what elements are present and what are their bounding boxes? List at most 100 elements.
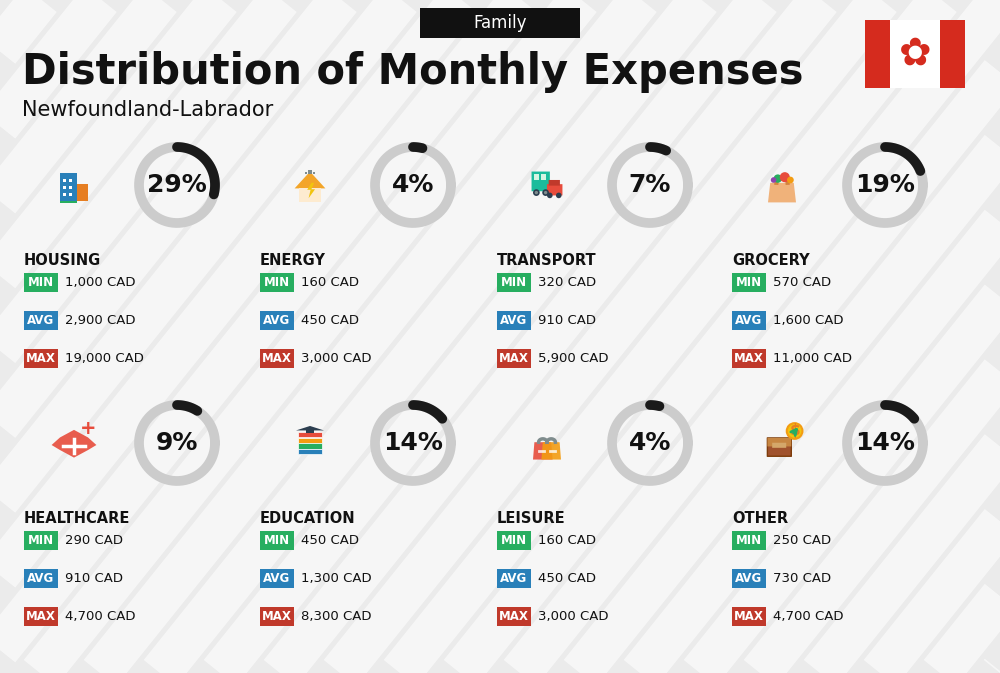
Bar [60, 201, 77, 203]
Text: 8,300 CAD: 8,300 CAD [301, 610, 372, 623]
Bar [308, 170, 312, 174]
Bar [732, 607, 766, 626]
Bar [732, 349, 766, 368]
FancyBboxPatch shape [549, 180, 560, 186]
Bar [306, 431, 314, 433]
FancyBboxPatch shape [298, 438, 322, 443]
Text: 1,300 CAD: 1,300 CAD [301, 572, 372, 585]
FancyBboxPatch shape [772, 443, 786, 448]
Text: 250 CAD: 250 CAD [773, 534, 831, 547]
Bar [260, 607, 294, 626]
Polygon shape [541, 442, 561, 460]
Text: ✿: ✿ [899, 35, 931, 73]
Text: 4,700 CAD: 4,700 CAD [773, 610, 844, 623]
Text: 2,900 CAD: 2,900 CAD [65, 314, 136, 327]
Text: AVG: AVG [500, 572, 528, 585]
FancyBboxPatch shape [532, 172, 550, 191]
Polygon shape [533, 442, 553, 460]
Text: MAX: MAX [262, 610, 292, 623]
Circle shape [547, 192, 553, 199]
Text: Distribution of Monthly Expenses: Distribution of Monthly Expenses [22, 51, 804, 93]
Text: AVG: AVG [500, 314, 528, 327]
Text: HEALTHCARE: HEALTHCARE [24, 511, 130, 526]
Bar [24, 349, 58, 368]
Circle shape [556, 192, 562, 199]
Bar [313, 172, 315, 174]
Bar [890, 20, 940, 88]
Text: GROCERY: GROCERY [732, 253, 810, 268]
Bar [63, 178, 66, 182]
Circle shape [787, 176, 794, 183]
Bar [260, 569, 294, 588]
Text: MAX: MAX [734, 610, 764, 623]
Text: 11,000 CAD: 11,000 CAD [773, 352, 852, 365]
Text: MIN: MIN [736, 276, 762, 289]
Text: ENERGY: ENERGY [260, 253, 326, 268]
Text: +: + [80, 419, 96, 437]
Text: 160 CAD: 160 CAD [301, 276, 359, 289]
Text: MIN: MIN [501, 534, 527, 547]
Text: AVG: AVG [27, 572, 55, 585]
Text: 3,000 CAD: 3,000 CAD [538, 610, 608, 623]
Text: AVG: AVG [263, 572, 291, 585]
Bar [260, 531, 294, 550]
Text: AVG: AVG [263, 314, 291, 327]
Bar [420, 8, 580, 38]
Bar [732, 569, 766, 588]
Text: 450 CAD: 450 CAD [538, 572, 596, 585]
Text: 570 CAD: 570 CAD [773, 276, 831, 289]
Bar [497, 311, 531, 330]
Bar [865, 20, 890, 88]
Bar [497, 273, 531, 292]
Bar [260, 349, 294, 368]
Polygon shape [52, 430, 96, 458]
Bar [260, 311, 294, 330]
FancyBboxPatch shape [298, 432, 322, 437]
Text: AVG: AVG [27, 314, 55, 327]
Bar [69, 192, 72, 196]
Text: HOUSING: HOUSING [24, 253, 101, 268]
Text: Family: Family [473, 14, 527, 32]
Bar [732, 273, 766, 292]
Text: EDUCATION: EDUCATION [260, 511, 356, 526]
Text: 4,700 CAD: 4,700 CAD [65, 610, 136, 623]
Text: 14%: 14% [383, 431, 443, 455]
Text: MIN: MIN [264, 276, 290, 289]
Bar [24, 311, 58, 330]
Text: Newfoundland-Labrador: Newfoundland-Labrador [22, 100, 273, 120]
Circle shape [780, 172, 790, 182]
Text: 1,000 CAD: 1,000 CAD [65, 276, 136, 289]
Circle shape [544, 191, 547, 194]
Polygon shape [768, 183, 796, 203]
Text: 290 CAD: 290 CAD [65, 534, 123, 547]
Text: 7%: 7% [629, 173, 671, 197]
Bar [497, 349, 531, 368]
Bar [69, 186, 72, 189]
Text: 19%: 19% [855, 173, 915, 197]
Text: 5,900 CAD: 5,900 CAD [538, 352, 608, 365]
Polygon shape [296, 426, 324, 431]
Text: 29%: 29% [147, 173, 207, 197]
Text: LEISURE: LEISURE [497, 511, 566, 526]
Text: 1,600 CAD: 1,600 CAD [773, 314, 844, 327]
Circle shape [542, 189, 549, 196]
Text: MIN: MIN [28, 534, 54, 547]
Bar [260, 273, 294, 292]
Bar [60, 173, 77, 201]
Bar [497, 531, 531, 550]
Polygon shape [307, 183, 315, 199]
Bar [305, 172, 307, 174]
Text: 730 CAD: 730 CAD [773, 572, 831, 585]
Polygon shape [295, 172, 325, 188]
Text: MAX: MAX [262, 352, 292, 365]
Text: 9%: 9% [156, 431, 198, 455]
Text: 19,000 CAD: 19,000 CAD [65, 352, 144, 365]
Text: AVG: AVG [735, 572, 763, 585]
Bar [940, 20, 965, 88]
Circle shape [535, 191, 538, 194]
Text: OTHER: OTHER [732, 511, 788, 526]
Text: 4%: 4% [629, 431, 671, 455]
Text: MIN: MIN [28, 276, 54, 289]
Text: AVG: AVG [735, 314, 763, 327]
Text: MAX: MAX [26, 352, 56, 365]
